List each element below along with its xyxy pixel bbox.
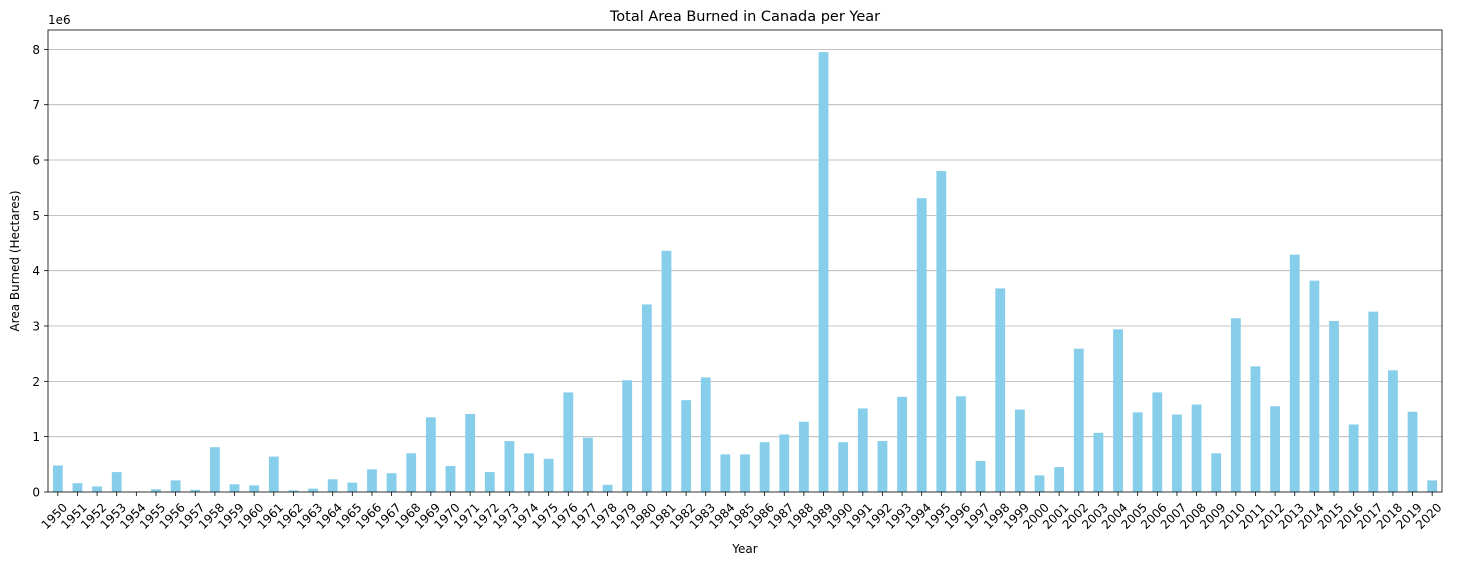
x-axis-ticks: 1950195119521953195419551956195719581959… — [39, 492, 1445, 532]
bar-2009 — [1211, 453, 1222, 492]
bar-1983 — [700, 377, 711, 492]
y-tick-label: 7 — [32, 98, 40, 112]
bar-1967 — [386, 473, 397, 492]
bar-2000 — [1034, 475, 1045, 492]
bar-1963 — [308, 488, 318, 492]
bar-2008 — [1191, 404, 1202, 492]
y-tick-label: 5 — [32, 209, 40, 223]
bar-1979 — [622, 380, 633, 492]
bar-1972 — [484, 472, 495, 492]
bar-2011 — [1250, 366, 1261, 492]
y-tick-label: 2 — [32, 375, 40, 389]
y-tick-label: 4 — [32, 264, 40, 278]
bar-1989 — [818, 52, 829, 492]
y-axis-label: Area Burned (Hectares) — [8, 190, 22, 331]
bar-1985 — [740, 454, 750, 492]
bar-1997 — [975, 461, 986, 492]
bar-1953 — [111, 472, 122, 492]
chart-title: Total Area Burned in Canada per Year — [609, 9, 880, 25]
y-tick-label: 6 — [32, 154, 40, 168]
bar-1999 — [1014, 409, 1025, 492]
bar-1952 — [92, 486, 102, 492]
bar-2015 — [1329, 321, 1339, 492]
bar-1961 — [268, 456, 279, 492]
x-axis-label: Year — [731, 542, 757, 556]
bar-1988 — [798, 421, 809, 492]
bar-1950 — [52, 465, 63, 492]
bar-2019 — [1407, 411, 1418, 492]
bar-1995 — [936, 171, 947, 492]
bar-2003 — [1093, 432, 1104, 492]
bar-2016 — [1348, 424, 1359, 492]
bar-1976 — [563, 392, 574, 492]
bar-2002 — [1073, 348, 1084, 492]
bar-2007 — [1172, 414, 1182, 492]
y-axis-ticks: 0 1 2 3 4 5 6 7 8 — [32, 43, 48, 500]
bar-2005 — [1132, 412, 1143, 492]
bar-1982 — [681, 400, 692, 492]
bar-1965 — [347, 482, 358, 492]
bar-2013 — [1289, 254, 1300, 492]
bar-1975 — [543, 458, 554, 492]
bar-1956 — [170, 480, 181, 492]
bar-2014 — [1309, 280, 1320, 492]
bar-1971 — [465, 413, 476, 492]
bar-1980 — [641, 304, 652, 492]
bar-1996 — [956, 396, 966, 492]
bars — [52, 52, 1438, 492]
bar-1962 — [288, 490, 299, 492]
bar-1984 — [720, 454, 731, 492]
bar-1993 — [897, 396, 907, 492]
bar-2017 — [1368, 311, 1379, 492]
bar-1969 — [425, 417, 436, 492]
bar-1994 — [916, 198, 927, 492]
bar-1986 — [759, 442, 770, 492]
y-axis-offset-label: 1e6 — [48, 13, 71, 27]
bar-2012 — [1270, 406, 1281, 492]
bar-1958 — [209, 447, 220, 492]
bar-1987 — [779, 434, 790, 492]
bar-2001 — [1054, 467, 1065, 492]
y-tick-label: 1 — [32, 430, 40, 444]
bar-1977 — [583, 437, 593, 492]
y-tick-label: 3 — [32, 320, 40, 334]
bar-1968 — [406, 453, 417, 492]
bar-1959 — [229, 484, 240, 492]
bar-2006 — [1152, 392, 1163, 492]
bar-1998 — [995, 288, 1006, 492]
y-tick-label: 0 — [32, 486, 40, 500]
bar-1966 — [367, 469, 377, 492]
bar-1955 — [151, 489, 161, 492]
bar-1960 — [249, 485, 260, 492]
bar-2020 — [1427, 480, 1438, 492]
bar-2010 — [1230, 318, 1241, 492]
bar-1978 — [602, 484, 613, 492]
bar-1991 — [857, 408, 868, 492]
gridlines — [48, 48, 1442, 438]
bar-1957 — [190, 489, 201, 492]
y-tick-label: 8 — [32, 43, 40, 57]
bar-1981 — [661, 250, 672, 492]
bar-1973 — [504, 441, 515, 492]
bar-2004 — [1113, 329, 1123, 492]
bar-2018 — [1388, 370, 1398, 492]
bar-1964 — [327, 479, 338, 492]
bar-1970 — [445, 465, 456, 492]
bar-1992 — [877, 441, 888, 492]
bar-1951 — [72, 483, 83, 492]
bar-1990 — [838, 442, 849, 492]
bar-1974 — [524, 453, 534, 492]
